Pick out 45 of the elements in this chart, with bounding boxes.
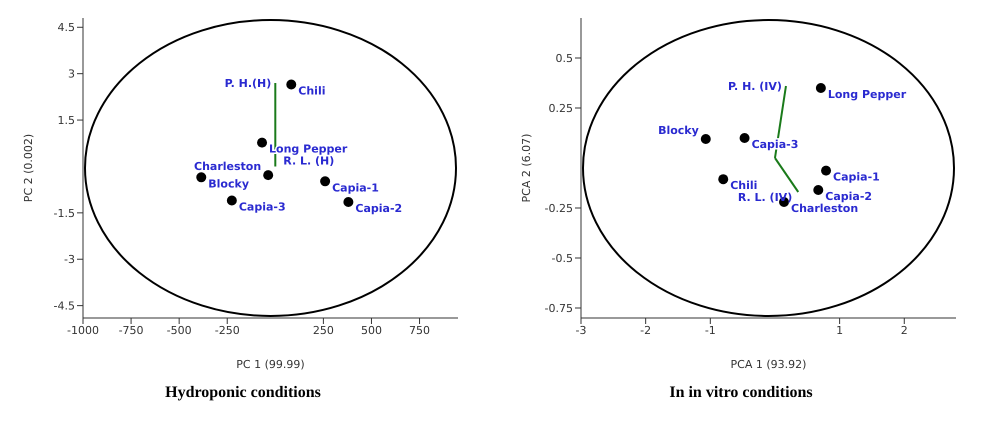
series-label: P. H.(H) [224, 76, 272, 90]
y-tick-label: -4.5 [54, 300, 75, 313]
x-tick-label: -250 [214, 324, 240, 337]
x-tick-label: -1000 [67, 324, 99, 337]
y-tick-label: -0.5 [552, 252, 573, 265]
x-tick-label: 500 [360, 324, 382, 337]
y-tick-label: 0.25 [548, 102, 573, 115]
series-label: Chili [298, 84, 326, 98]
y-tick-label: -1.5 [54, 206, 75, 220]
series-label: Capia-1 [332, 181, 379, 194]
y-tick-label: 1.5 [58, 114, 75, 127]
text: Hydroponic conditions [164, 384, 322, 402]
series-label: Capia-1 [833, 170, 880, 184]
y-tick-label: 3 [68, 68, 75, 81]
x-tick-label: -3 [576, 324, 586, 337]
x-axis-title: PC 1 (99.99) [236, 358, 305, 371]
series-label: Blocky [658, 124, 699, 137]
series-label: Blocky [208, 177, 249, 190]
series-label: Chili [730, 179, 758, 192]
x-tick-label: -2 [640, 324, 652, 337]
text: In in vitro conditions [668, 384, 814, 402]
series-label: Capia-2 [825, 190, 872, 203]
y-tick-label: 4.5 [58, 21, 75, 34]
series-label: Long Pepper [828, 88, 907, 101]
annotation: R. L. (H) [283, 154, 334, 168]
series-label: Capia-3 [238, 200, 286, 214]
x-tick-label: -1 [704, 324, 716, 337]
y-tick-label: -3 [64, 253, 75, 266]
y-tick-label: -0.75 [544, 302, 573, 315]
x-tick-label: 250 [312, 324, 334, 337]
series-label: R. L. (IV) [738, 191, 792, 204]
x-tick-label: 1 [836, 324, 844, 337]
series-label: P. H. (IV) [728, 80, 782, 93]
series-label: Charleston [194, 160, 262, 174]
x-tick-label: 750 [409, 324, 430, 337]
x-tick-label: -500 [166, 324, 192, 337]
x-tick-label: -750 [118, 324, 144, 337]
y-tick-label: 0.5 [556, 52, 573, 65]
x-tick-label: 2 [900, 324, 908, 337]
x-axis-title: PCA 1 (93.92) [730, 358, 806, 371]
y-axis-title: PC 2 (0.002) [22, 134, 35, 202]
y-axis-title: PCA 2 (6.07) [520, 134, 533, 202]
y-tick-label: -0.25 [544, 202, 573, 215]
series-label: Capia-2 [355, 202, 402, 216]
series-label: Charleston [791, 202, 858, 215]
